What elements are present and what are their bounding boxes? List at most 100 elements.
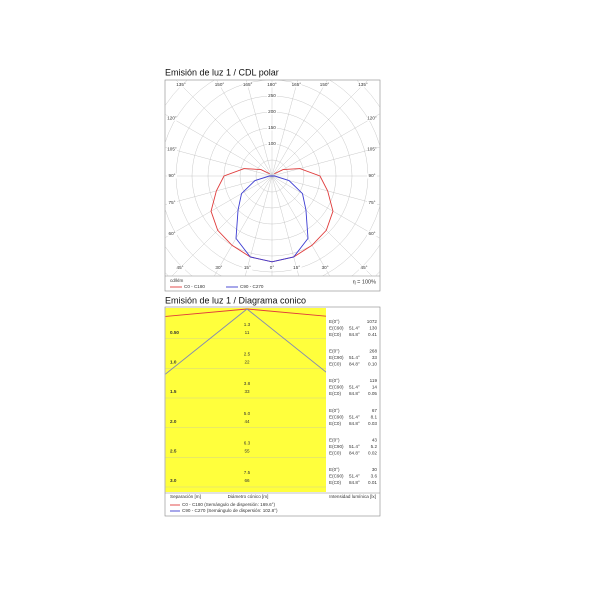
angle-tick-label: 60° [169, 231, 176, 236]
cone-text: 0.50 1.3 11 E(0°) 1072 E(C90) 51.4° 130 E(C0) 84.… [170, 319, 377, 485]
angle-tick-label: 45° [361, 265, 368, 270]
angle-tick-label: 105° [367, 146, 377, 151]
efficiency: η = 100% [353, 279, 377, 285]
tick-label-bg [214, 82, 225, 88]
illuminance-angle: 51.4° [349, 355, 360, 360]
diameter-c0: 66 [244, 478, 250, 483]
illuminance-value: 43 [372, 438, 378, 443]
tick-label-bg [167, 173, 177, 179]
tick-label-bg [167, 200, 177, 206]
illuminance-angle: 84.8° [349, 480, 360, 485]
angle-tick-label: 30° [322, 265, 329, 270]
polar-curves [210, 168, 334, 263]
illuminance-value: 33 [372, 355, 378, 360]
angle-tick-label: 15° [293, 265, 300, 270]
tick-label-bg [167, 146, 177, 152]
illuminance-value: 0.41 [368, 332, 377, 337]
tick-label-bg [267, 125, 277, 131]
grid-ray [165, 113, 273, 177]
diameter-c0: 33 [244, 389, 250, 394]
intensity-curve [235, 175, 309, 263]
tick-label-bg [267, 141, 277, 147]
angle-tick-label: 75° [369, 200, 376, 205]
tick-label-bg [367, 173, 377, 179]
tick-label-bg [267, 109, 277, 115]
illuminance-name: E(0°) [329, 408, 340, 413]
illuminance-value: 3.6 [371, 474, 378, 479]
distance-label: 1.0 [170, 360, 177, 365]
angle-tick-label: 165° [292, 82, 302, 87]
illuminance-angle: 51.4° [349, 385, 360, 390]
illuminance-name: E(C0) [329, 451, 341, 456]
grid-ray [271, 113, 380, 177]
illuminance-value: 0.03 [368, 421, 377, 426]
illuminance-value: 0.02 [368, 451, 377, 456]
tick-label-bg [267, 265, 277, 271]
diameter-c90: 5.0 [244, 411, 251, 416]
tick-label-bg [367, 231, 377, 237]
grid-ray [271, 80, 369, 177]
diameter-c0: 55 [244, 449, 250, 454]
tick-label-bg [167, 115, 177, 121]
tick-label-bg [167, 231, 177, 237]
illuminance-angle: 84.8° [349, 391, 360, 396]
angle-tick-label: 120° [367, 115, 377, 120]
illuminance-angle: 84.8° [349, 421, 360, 426]
angle-tick-label: 150° [320, 82, 330, 87]
diameter-c90: 7.5 [244, 470, 251, 475]
angle-tick-label: 135° [358, 82, 368, 87]
angle-tick-label: 90° [369, 173, 376, 178]
distance-label: 0.50 [170, 330, 179, 335]
grid-ray [246, 80, 273, 177]
illuminance-name: E(C90) [329, 444, 344, 449]
grid-ray [271, 175, 380, 239]
tick-label-bg [213, 265, 224, 271]
illuminance-value: 130 [369, 325, 377, 330]
angle-tick-label: 165° [243, 82, 253, 87]
illuminance-value: 1072 [367, 319, 378, 324]
tick-label-bg [175, 265, 185, 271]
illuminance-angle: 51.4° [349, 444, 360, 449]
legend-label: C0 - C180 [184, 284, 205, 289]
grid-ray [214, 175, 273, 276]
illuminance-angle: 51.4° [349, 474, 360, 479]
illuminance-name: E(C90) [329, 414, 344, 419]
illuminance-name: E(C0) [329, 332, 341, 337]
illuminance-angle: 84.8° [349, 451, 360, 456]
illuminance-name: E(0°) [329, 467, 340, 472]
grid-ray [271, 175, 373, 276]
tick-label-bg [320, 265, 331, 271]
illuminance-name: E(0°) [329, 349, 340, 354]
x-label-distance: Separación [m] [170, 494, 201, 499]
illuminance-name: E(C90) [329, 355, 344, 360]
distance-label: 3.0 [170, 478, 177, 483]
tick-label-bg [291, 265, 302, 271]
illuminance-name: E(0°) [329, 438, 340, 443]
tick-label-bg [367, 115, 377, 121]
illuminance-angle: 84.8° [349, 332, 360, 337]
illuminance-angle: 84.8° [349, 362, 360, 367]
illuminance-value: 30 [372, 467, 378, 472]
grid-ray [271, 80, 328, 177]
tick-label-bg [267, 82, 277, 88]
distance-label: 2.0 [170, 419, 177, 424]
grid-ray [216, 80, 273, 177]
illuminance-value: 8.1 [371, 414, 378, 419]
illuminance-name: E(C0) [329, 391, 341, 396]
cone-edge [246, 308, 326, 373]
angle-tick-label: 120° [167, 115, 177, 120]
illuminance-name: E(C0) [329, 421, 341, 426]
illuminance-name: E(C0) [329, 480, 341, 485]
grid-ray [175, 80, 273, 177]
legend-label: C0 - C180 (Semángulo de dispersión: 169.… [182, 502, 275, 507]
illuminance-value: 14 [372, 385, 378, 390]
angle-tick-label: 0° [270, 265, 275, 270]
illuminance-value: 5.2 [371, 444, 378, 449]
diameter-c0: 11 [245, 330, 250, 335]
illuminance-angle: 51.4° [349, 414, 360, 419]
legend-label: C90 - C270 (Semángulo de dispersión: 102… [182, 508, 278, 513]
diameter-c0: 22 [244, 360, 250, 365]
tick-label-bg [176, 82, 186, 88]
angle-tick-label: 30° [215, 265, 222, 270]
